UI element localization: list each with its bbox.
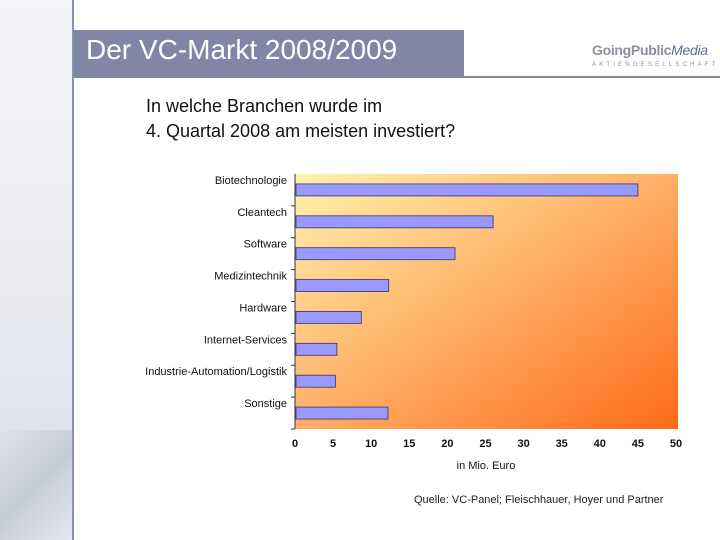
x-tick-label-1: 5 (330, 438, 336, 450)
category-label-5: Internet-Services (204, 334, 288, 346)
category-labels: Biotechnologie Cleantech Software Medizinte… (145, 175, 287, 410)
category-label-1: Cleantech (237, 207, 287, 219)
logo-name-part1: GoingPublic (592, 42, 672, 58)
company-logo: GoingPublicMedia AKTIENGESELLSCHAFT (592, 42, 719, 68)
logo-subtitle: AKTIENGESELLSCHAFT (592, 62, 719, 68)
x-tick-label-10: 50 (670, 438, 682, 450)
x-tick-label-3: 15 (403, 438, 415, 450)
bar-0 (295, 183, 639, 197)
category-label-2: Software (244, 239, 287, 251)
decorative-image (0, 430, 72, 540)
x-tick-label-4: 20 (441, 438, 453, 450)
bar-1 (295, 215, 494, 229)
x-tick-label-7: 35 (556, 438, 568, 450)
bar-6 (295, 374, 336, 388)
x-axis: 0 5 10 15 20 25 30 35 40 45 50 (291, 174, 682, 450)
bar-4 (295, 311, 362, 324)
source-note: Quelle: VC-Panel; Fleischhauer, Hoyer un… (414, 494, 664, 506)
question-line-2: 4. Quartal 2008 am meisten investiert? (146, 121, 456, 141)
x-tick-label-8: 40 (594, 438, 606, 450)
question-text: In welche Branchen wurde im 4. Quartal 2… (146, 94, 455, 144)
bar-2 (295, 247, 456, 261)
plot-area (295, 174, 678, 429)
category-label-0: Biotechnologie (215, 175, 287, 187)
logo-name: GoingPublicMedia (592, 42, 710, 58)
x-axis-label: in Mio. Euro (457, 460, 516, 472)
category-label-6: Industrie-Automation/Logistik (145, 366, 287, 378)
category-label-3: Medizintechnik (214, 271, 287, 283)
bars-layer (295, 183, 639, 420)
x-tick-label-0: 0 (292, 438, 298, 450)
title-underline (74, 76, 720, 78)
bar-3 (295, 279, 390, 292)
x-tick-label-6: 30 (517, 438, 529, 450)
x-tick-label-2: 10 (365, 438, 377, 450)
bar-5 (295, 342, 338, 356)
category-label-7: Sonstige (244, 398, 287, 410)
x-tick-label-9: 45 (632, 438, 644, 450)
category-label-4: Hardware (239, 302, 287, 314)
x-tick-label-5: 25 (479, 438, 491, 450)
bar-chart: Biotechnologie Cleantech Software Medizinte… (96, 158, 698, 486)
title-bar (74, 30, 464, 76)
logo-name-part2: Media (671, 42, 708, 58)
page-title: Der VC-Markt 2008/2009 (86, 34, 398, 65)
question-line-1: In welche Branchen wurde im (146, 96, 383, 116)
bar-7 (295, 406, 389, 420)
left-divider (72, 0, 74, 540)
